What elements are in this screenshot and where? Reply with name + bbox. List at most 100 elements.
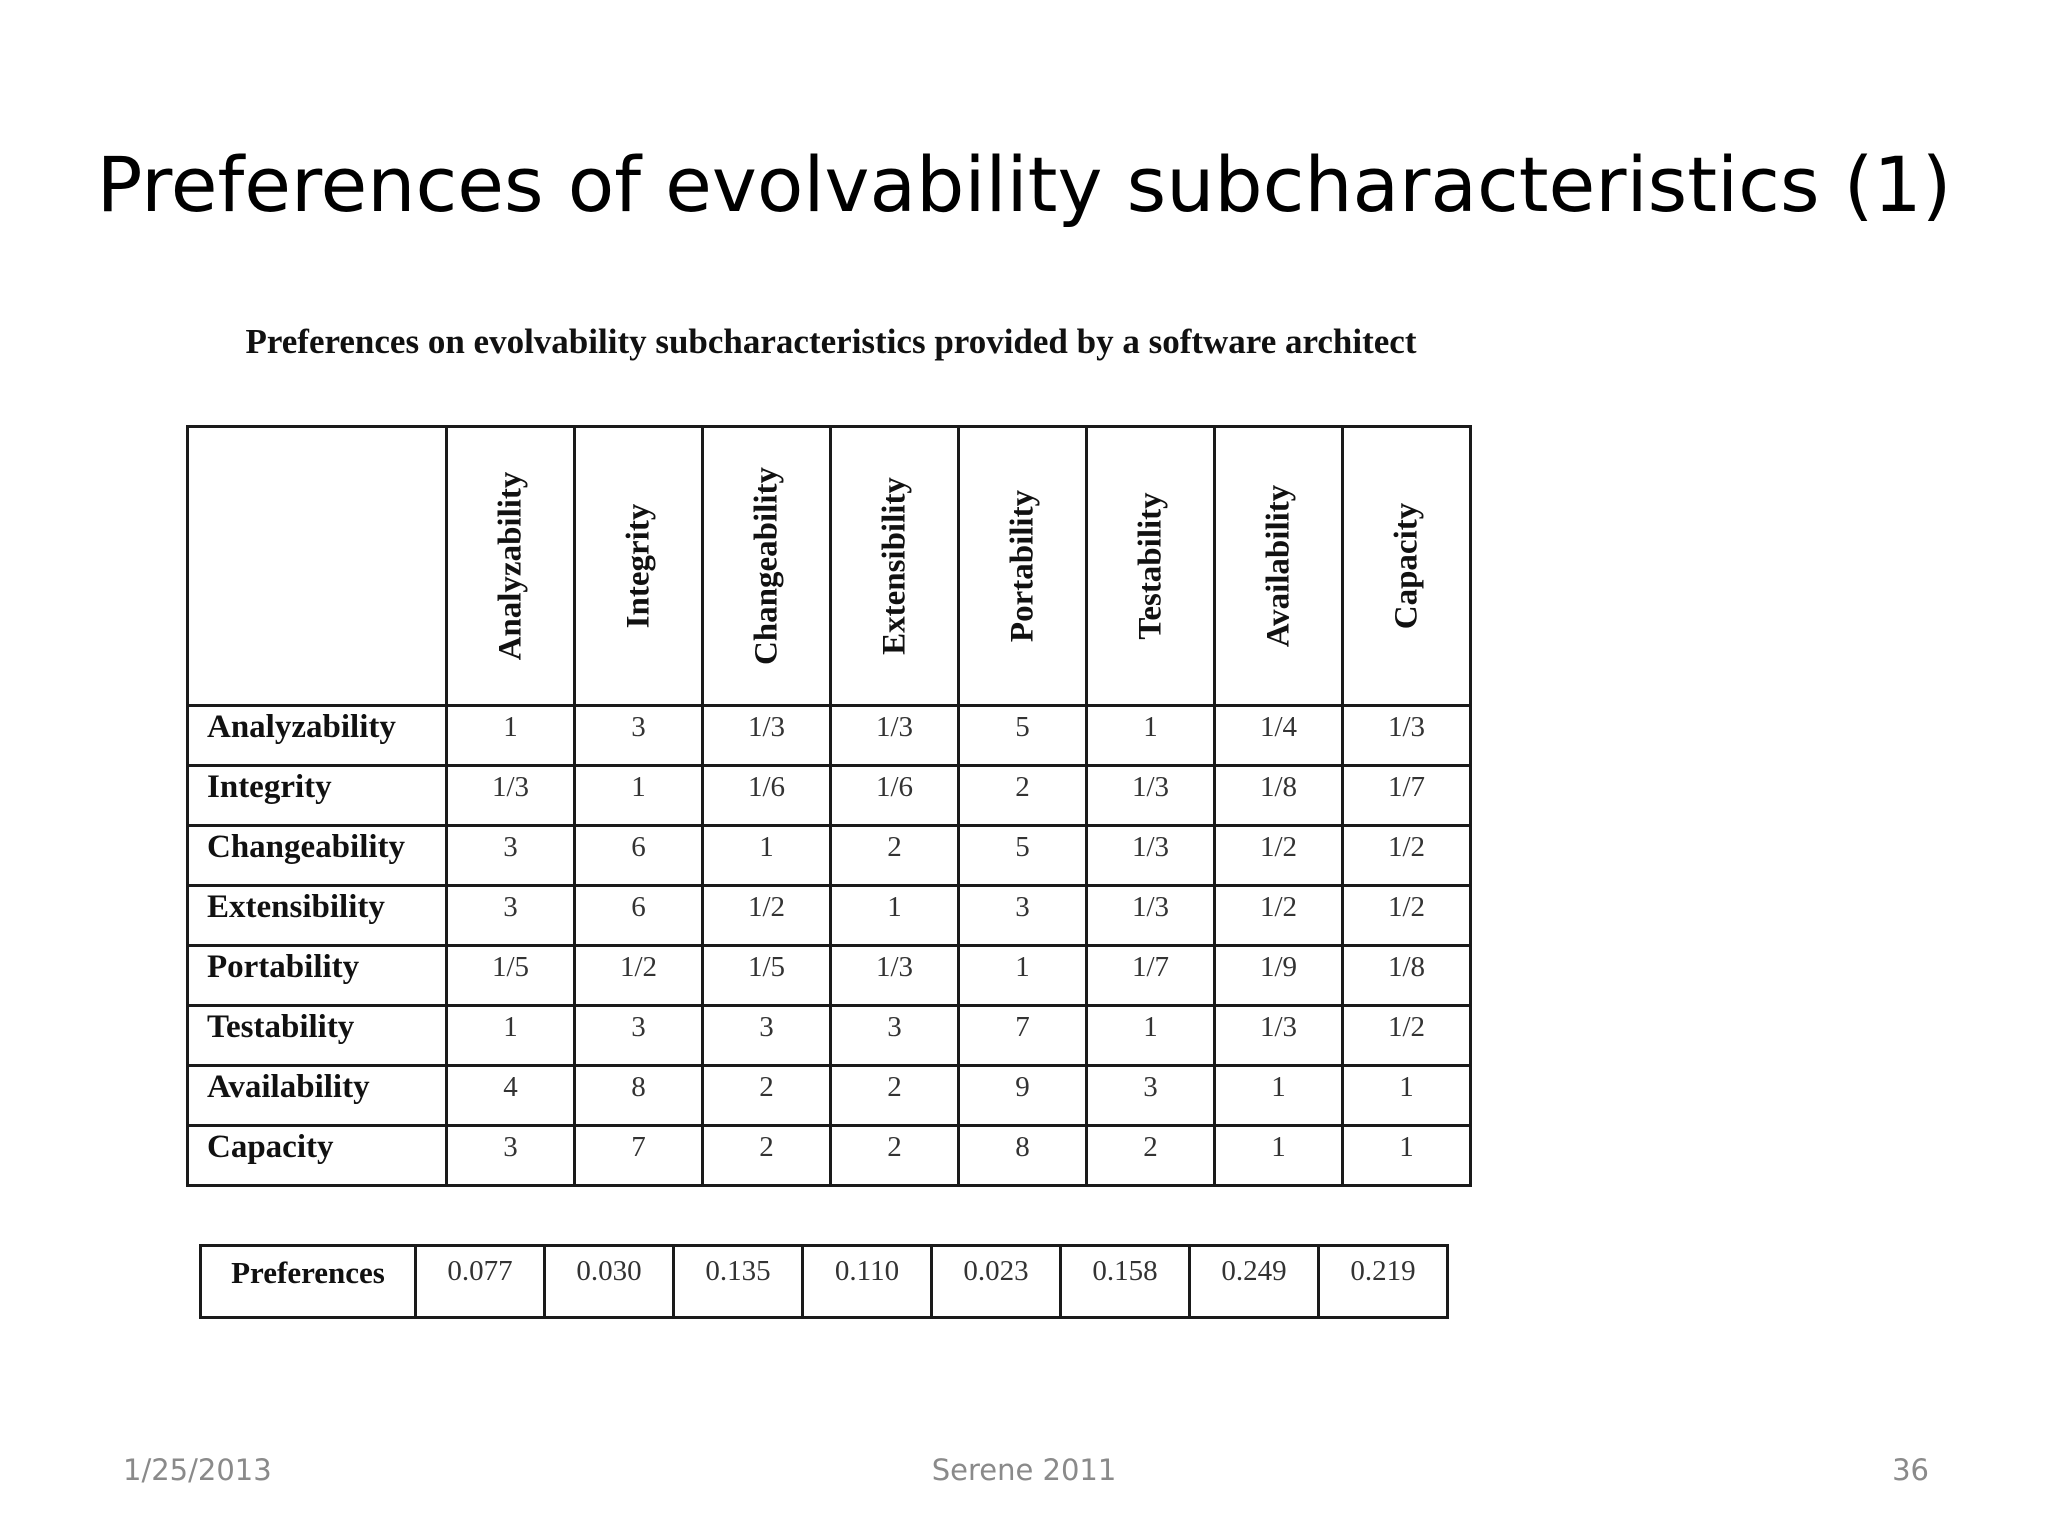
table-cell: 1/2: [701, 884, 832, 947]
table-cell: 2: [701, 1064, 832, 1127]
preference-value: 0.077: [414, 1244, 546, 1319]
table-cell: 1: [1213, 1124, 1344, 1187]
table-cell: 1: [1085, 1004, 1216, 1067]
column-header: Integrity: [573, 425, 704, 707]
row-header: Testability: [186, 1004, 448, 1067]
table-cell: 1/2: [1341, 884, 1472, 947]
table-cell: 3: [701, 1004, 832, 1067]
table-row: Testability 1 3 3 3 7 1 1/3 1/2: [186, 1004, 1472, 1067]
preference-value: 0.110: [801, 1244, 933, 1319]
preferences-table: Preferences 0.077 0.030 0.135 0.110 0.023 0.1…: [199, 1244, 1449, 1319]
table-cell: 1: [1085, 704, 1216, 767]
table-cell: 1: [1341, 1064, 1472, 1127]
column-header: Testability: [1085, 425, 1216, 707]
column-header-label: Integrity: [620, 503, 656, 629]
table-cell: 1/6: [829, 764, 960, 827]
table-cell: 1/2: [1341, 1004, 1472, 1067]
table-cell: 1/2: [1213, 824, 1344, 887]
table-cell: 2: [701, 1124, 832, 1187]
preference-value: 0.249: [1188, 1244, 1320, 1319]
table-cell: 3: [573, 1004, 704, 1067]
table-cell: 2: [829, 1064, 960, 1127]
preferences-label: Preferences: [199, 1244, 417, 1319]
table-header-row: Analyzability Integrity Changeability Ex…: [186, 425, 1472, 707]
table-cell: 7: [957, 1004, 1088, 1067]
table-cell: 1/3: [829, 944, 960, 1007]
row-header: Portability: [186, 944, 448, 1007]
table-row: Changeability 3 6 1 2 5 1/3 1/2 1/2: [186, 824, 1472, 887]
table-cell: 1: [1213, 1064, 1344, 1127]
footer-page-number: 36: [1892, 1453, 1929, 1487]
row-header: Changeability: [186, 824, 448, 887]
column-header-label: Analyzability: [492, 471, 528, 661]
table-cell: 3: [445, 884, 576, 947]
table-cell: 3: [445, 824, 576, 887]
table-row: Portability 1/5 1/2 1/5 1/3 1 1/7 1/9 1/8: [186, 944, 1472, 1007]
table-cell: 1/2: [573, 944, 704, 1007]
table-cell: 6: [573, 824, 704, 887]
table-cell: 1/2: [1213, 884, 1344, 947]
table-row: Capacity 3 7 2 2 8 2 1 1: [186, 1124, 1472, 1187]
column-header: Capacity: [1341, 425, 1472, 707]
table-cell: 1/3: [1085, 824, 1216, 887]
footer-center-text: Serene 2011: [931, 1453, 1117, 1487]
table-cell: 3: [1085, 1064, 1216, 1127]
row-header: Capacity: [186, 1124, 448, 1187]
table-cell: 1/3: [1085, 884, 1216, 947]
column-header-label: Changeability: [748, 466, 784, 666]
table-body: Analyzability 1 3 1/3 1/3 5 1 1/4 1/3 Integrity 1/…: [186, 704, 1472, 1187]
column-header-label: Testability: [1132, 492, 1168, 640]
preference-value: 0.219: [1317, 1244, 1449, 1319]
table-cell: 1: [573, 764, 704, 827]
pairwise-comparison-table: Analyzability Integrity Changeability Ex…: [186, 425, 1472, 1187]
table-cell: 1/3: [1085, 764, 1216, 827]
column-header-label: Portability: [1004, 489, 1040, 643]
column-header: Availability: [1213, 425, 1344, 707]
table-row: Extensibility 3 6 1/2 1 3 1/3 1/2 1/2: [186, 884, 1472, 947]
table-cell: 1/4: [1213, 704, 1344, 767]
row-header: Availability: [186, 1064, 448, 1127]
table-cell: 1/3: [445, 764, 576, 827]
table-corner-cell: [186, 425, 448, 707]
table-cell: 1/8: [1213, 764, 1344, 827]
table-cell: 1/7: [1341, 764, 1472, 827]
column-header: Changeability: [701, 425, 832, 707]
table-cell: 5: [957, 704, 1088, 767]
table-cell: 1: [957, 944, 1088, 1007]
table-cell: 1/3: [1213, 1004, 1344, 1067]
column-header-label: Availability: [1260, 484, 1296, 648]
table-cell: 1/5: [701, 944, 832, 1007]
table-cell: 8: [573, 1064, 704, 1127]
table-cell: 1/6: [701, 764, 832, 827]
table-cell: 1/7: [1085, 944, 1216, 1007]
table-cell: 6: [573, 884, 704, 947]
row-header: Analyzability: [186, 704, 448, 767]
table-cell: 1/9: [1213, 944, 1344, 1007]
table-cell: 9: [957, 1064, 1088, 1127]
table-cell: 1/3: [1341, 704, 1472, 767]
table-cell: 2: [829, 1124, 960, 1187]
table-cell: 8: [957, 1124, 1088, 1187]
table-cell: 1/3: [829, 704, 960, 767]
table-cell: 5: [957, 824, 1088, 887]
footer-date: 1/25/2013: [123, 1453, 272, 1487]
preferences-row: Preferences 0.077 0.030 0.135 0.110 0.023 0.1…: [199, 1244, 1449, 1319]
table-cell: 3: [445, 1124, 576, 1187]
column-header: Portability: [957, 425, 1088, 707]
table-cell: 2: [957, 764, 1088, 827]
table-caption: Preferences on evolvability subcharacter…: [245, 322, 1417, 361]
table-cell: 1/3: [701, 704, 832, 767]
column-header-label: Extensibility: [876, 477, 912, 655]
table-row: Analyzability 1 3 1/3 1/3 5 1 1/4 1/3: [186, 704, 1472, 767]
table-cell: 1/2: [1341, 824, 1472, 887]
column-header-label: Capacity: [1388, 502, 1424, 630]
table-cell: 3: [957, 884, 1088, 947]
column-header: Analyzability: [445, 425, 576, 707]
table-cell: 1: [1341, 1124, 1472, 1187]
table-cell: 4: [445, 1064, 576, 1127]
table-cell: 1/8: [1341, 944, 1472, 1007]
table-cell: 1/5: [445, 944, 576, 1007]
table-cell: 2: [1085, 1124, 1216, 1187]
table-cell: 1: [445, 704, 576, 767]
table-cell: 3: [573, 704, 704, 767]
